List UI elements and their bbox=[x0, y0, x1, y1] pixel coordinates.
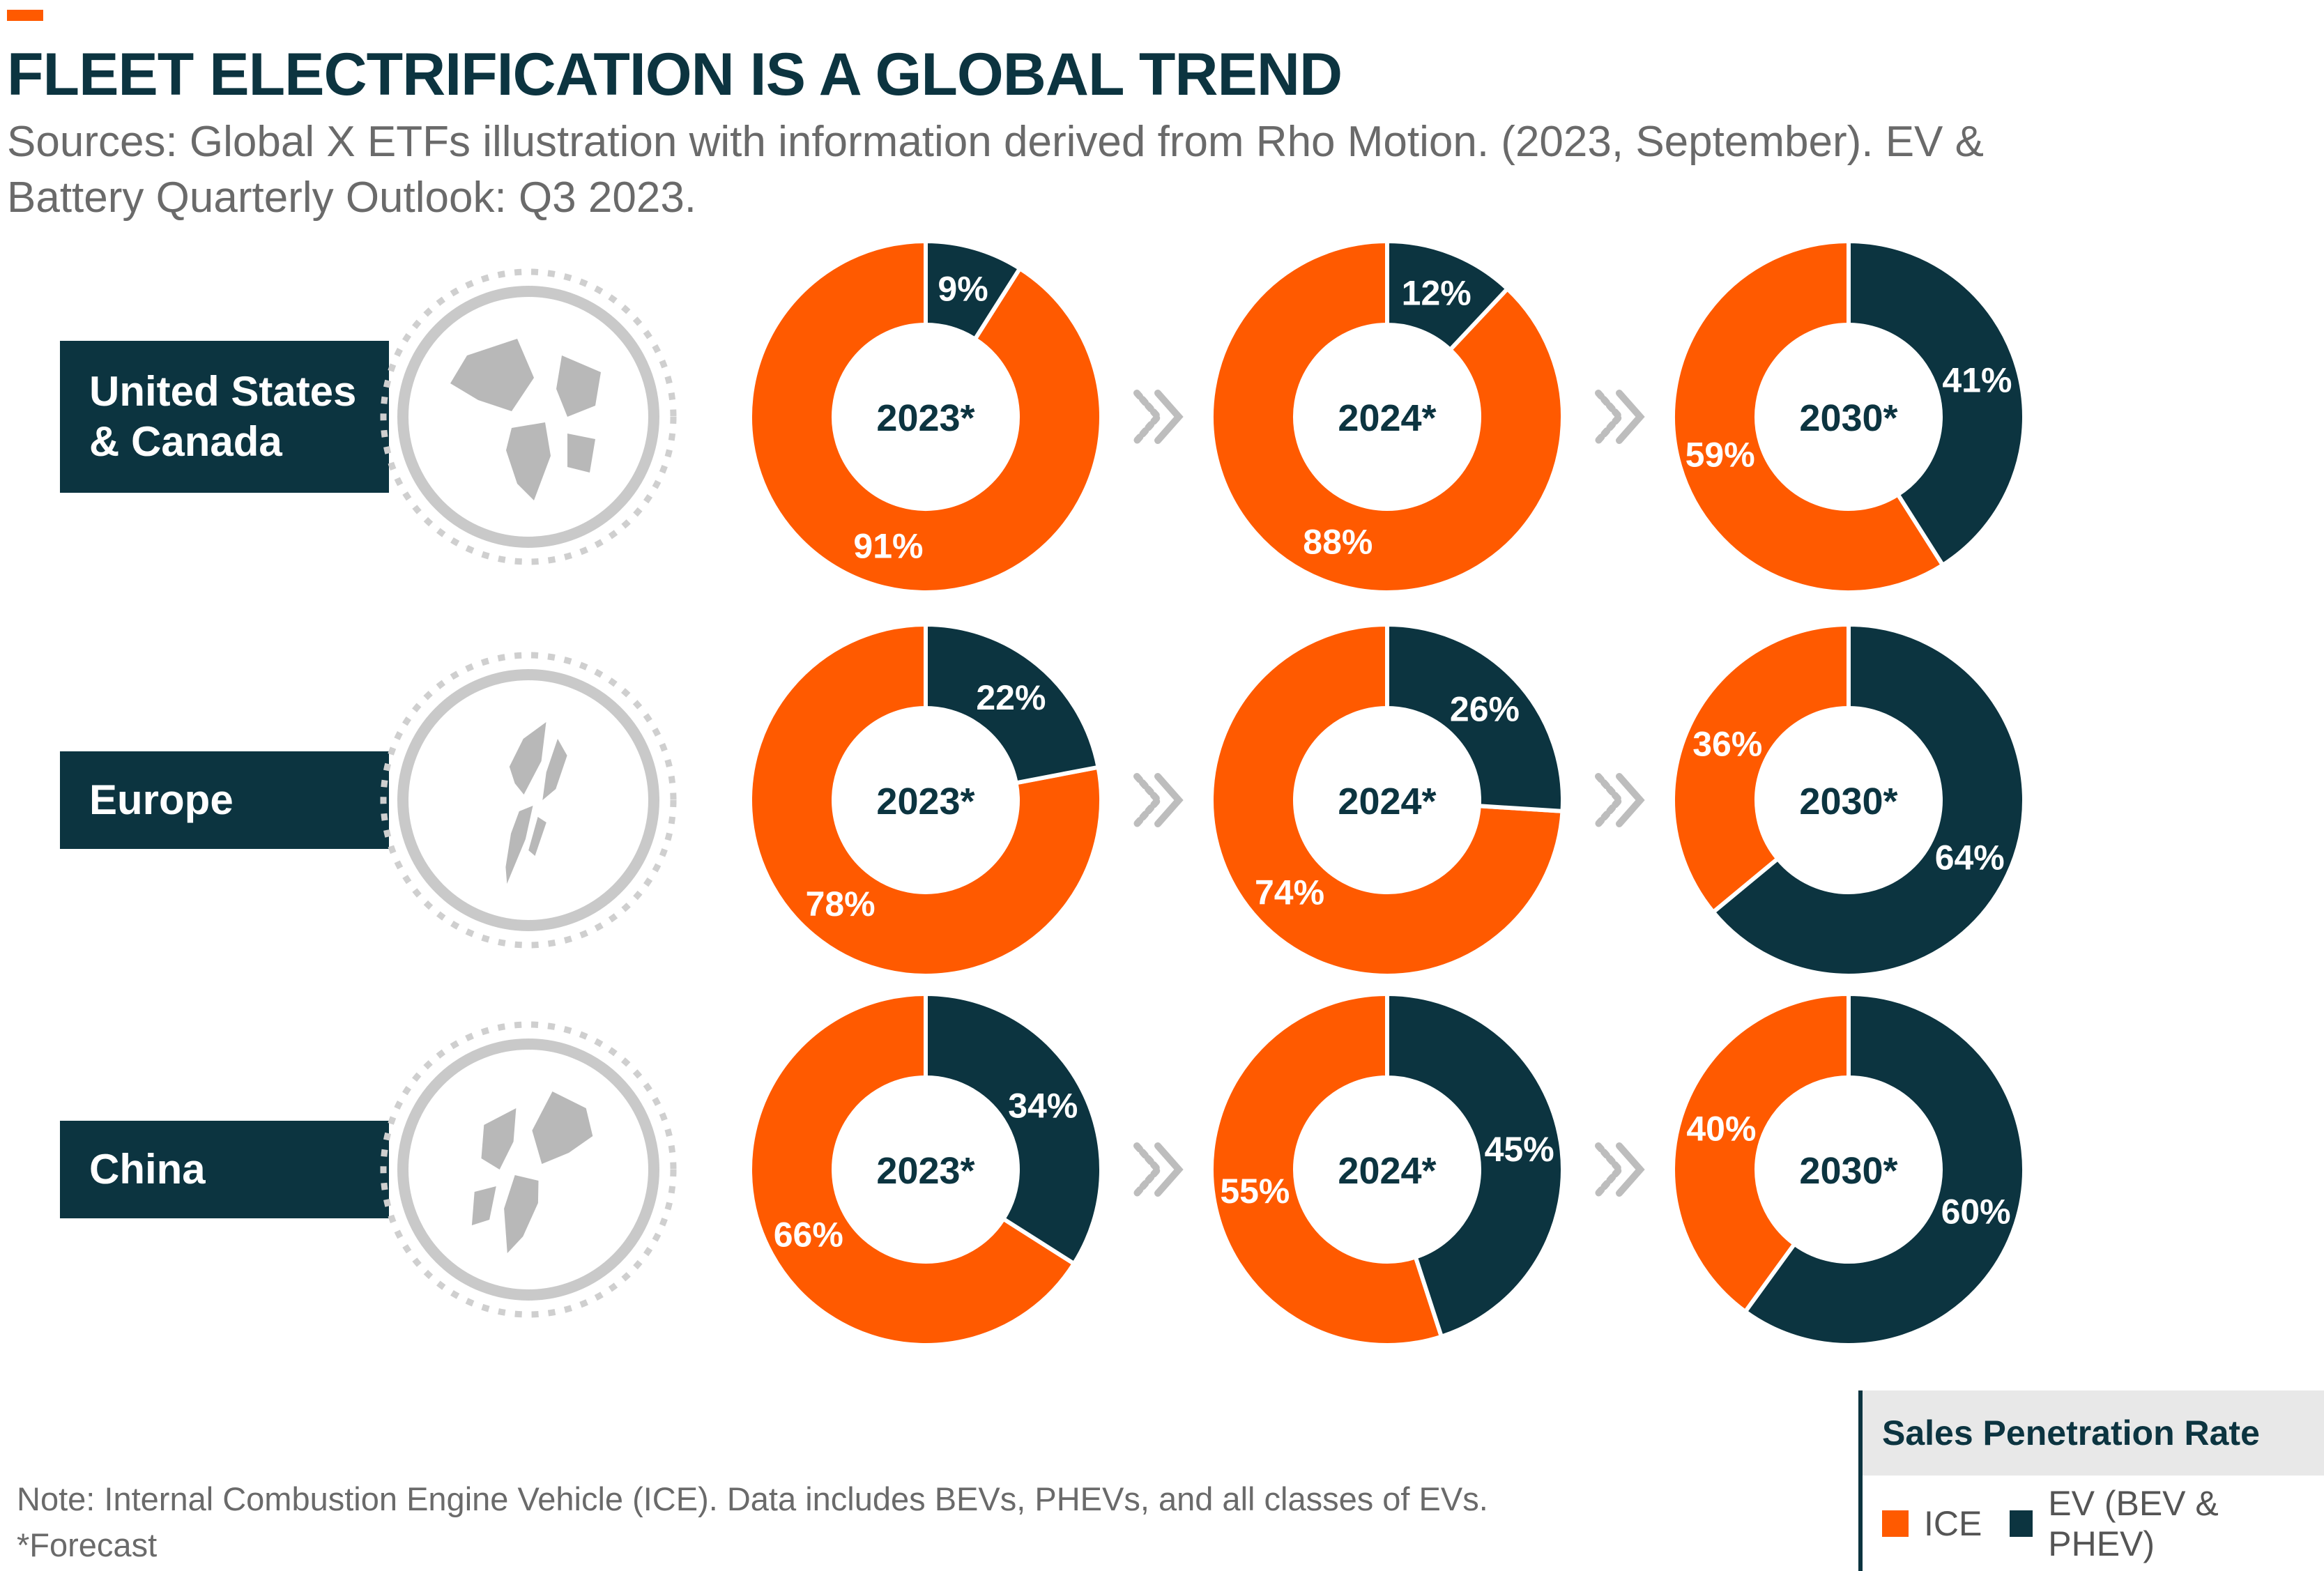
globe-dotted-ring-icon bbox=[380, 652, 677, 949]
donut-slice-ev-europe-2024 bbox=[1385, 622, 1565, 814]
donut-ev-label-china-2023: 34% bbox=[1008, 1087, 1078, 1126]
donut-slice-ice-china-2024 bbox=[1209, 991, 1444, 1347]
donut-slice-ice-china-2023 bbox=[748, 991, 1077, 1347]
globe-dotted-ring-icon bbox=[380, 1021, 677, 1318]
donut-ice-label-china-2030: 40% bbox=[1686, 1110, 1756, 1149]
globe-continents-icon bbox=[450, 339, 601, 500]
donut-slice-ev-europe-2030 bbox=[1710, 622, 2026, 978]
legend-swatch-ice bbox=[1882, 1510, 1909, 1537]
donut-ev-label-europe-2030: 64% bbox=[1935, 838, 2005, 878]
footnote-line-2: *Forecast bbox=[17, 1526, 158, 1563]
donut-slice-ev-china-2030 bbox=[1742, 991, 2027, 1347]
donut-ev-label-united-states-canada-2030: 41% bbox=[1942, 360, 2012, 399]
donut-ev-label-china-2024: 45% bbox=[1485, 1130, 1554, 1169]
globe-dotted-ring-icon bbox=[380, 268, 677, 565]
donut-year-label-china-2024: 2024* bbox=[1338, 1150, 1436, 1192]
chart-subtitle: Sources: Global X ETFs illustration with… bbox=[7, 118, 1984, 222]
donut-ice-label-china-2023: 66% bbox=[774, 1215, 843, 1254]
donut-ice-label-united-states-canada-2024: 88% bbox=[1303, 523, 1373, 562]
donut-year-label-united-states-canada-2030: 2030* bbox=[1799, 397, 1897, 439]
donut-ev-label-united-states-canada-2024: 12% bbox=[1402, 273, 1471, 312]
globe-outline-icon bbox=[397, 286, 659, 548]
donut-year-label-united-states-canada-2023: 2023* bbox=[876, 397, 974, 439]
region-label-china-line-1: China bbox=[89, 1146, 206, 1193]
globe-continents-icon bbox=[505, 722, 567, 884]
legend-item-ice: ICE bbox=[1882, 1503, 1982, 1544]
region-box-united-states-canada bbox=[60, 341, 389, 493]
region-label-united-states-canada-line-1: United States bbox=[89, 368, 356, 415]
donut-slice-ice-china-2030 bbox=[1671, 991, 1851, 1315]
donut-slice-ev-europe-2023 bbox=[924, 622, 1101, 786]
chart-title: FLEET ELECTRIFICATION IS A GLOBAL TREND bbox=[7, 41, 1343, 108]
accent-bar bbox=[7, 10, 43, 21]
footnote: Note: Internal Combustion Engine Vehicle… bbox=[17, 1476, 1488, 1568]
donut-slice-ice-united-states-canada-2024 bbox=[1209, 238, 1565, 595]
donut-year-label-china-2023: 2023* bbox=[876, 1150, 974, 1192]
legend-swatch-ev bbox=[2010, 1510, 2033, 1537]
globe-outline-icon bbox=[397, 669, 659, 931]
chevron-right-icon bbox=[1133, 1142, 1184, 1197]
region-box-europe bbox=[60, 751, 389, 849]
legend-label-ev: EV (BEV & PHEV) bbox=[2048, 1483, 2219, 1563]
donut-ev-label-china-2030: 60% bbox=[1941, 1192, 2011, 1231]
chevron-right-icon bbox=[1133, 773, 1184, 827]
donut-slice-ev-united-states-canada-2023 bbox=[924, 238, 1023, 342]
footnote-line-1: Note: Internal Combustion Engine Vehicle… bbox=[17, 1480, 1488, 1517]
region-label-europe-line-1: Europe bbox=[89, 776, 234, 823]
globe-outline-icon bbox=[397, 1039, 659, 1301]
chevron-right-icon bbox=[1133, 390, 1184, 444]
donut-ev-label-united-states-canada-2023: 9% bbox=[938, 270, 988, 309]
donut-slice-ice-united-states-canada-2030 bbox=[1671, 238, 1946, 595]
donut-ice-label-china-2024: 55% bbox=[1220, 1172, 1290, 1211]
donut-ev-label-europe-2023: 22% bbox=[976, 678, 1046, 717]
donut-ev-label-europe-2024: 26% bbox=[1450, 690, 1520, 729]
legend: Sales Penetration Rate ICE EV (BEV & PHE… bbox=[1858, 1390, 2324, 1571]
chevron-right-icon bbox=[1595, 1142, 1645, 1197]
donut-ice-label-united-states-canada-2023: 91% bbox=[853, 526, 923, 565]
donut-year-label-europe-2024: 2024* bbox=[1338, 781, 1436, 822]
donut-year-label-europe-2030: 2030* bbox=[1799, 781, 1897, 822]
globe-continents-icon bbox=[471, 1091, 593, 1253]
legend-label-ice: ICE bbox=[1924, 1503, 1982, 1543]
donut-slice-ev-united-states-canada-2024 bbox=[1385, 238, 1511, 353]
region-label-united-states-canada-line-2: & Canada bbox=[89, 418, 282, 465]
legend-title: Sales Penetration Rate bbox=[1863, 1390, 2324, 1476]
donut-slice-ice-europe-2023 bbox=[748, 622, 1103, 978]
legend-item-ev: EV (BEV & PHEV) bbox=[2010, 1483, 2296, 1564]
donut-slice-ice-united-states-canada-2023 bbox=[748, 238, 1103, 595]
donut-ice-label-united-states-canada-2030: 59% bbox=[1685, 436, 1755, 475]
chevron-right-icon bbox=[1595, 390, 1645, 444]
donut-year-label-europe-2023: 2023* bbox=[876, 781, 974, 822]
donut-slice-ev-china-2023 bbox=[924, 991, 1103, 1267]
donut-ice-label-europe-2024: 74% bbox=[1255, 873, 1324, 912]
donut-ice-label-europe-2023: 78% bbox=[806, 884, 876, 924]
donut-year-label-united-states-canada-2024: 2024* bbox=[1338, 397, 1436, 439]
donut-slice-ice-europe-2024 bbox=[1209, 622, 1565, 978]
donut-year-label-china-2030: 2030* bbox=[1799, 1150, 1897, 1192]
region-box-china bbox=[60, 1121, 389, 1218]
donut-slice-ev-united-states-canada-2030 bbox=[1847, 238, 2026, 568]
donut-slice-ice-europe-2030 bbox=[1671, 622, 1851, 915]
donut-ice-label-europe-2030: 36% bbox=[1692, 724, 1762, 763]
chevron-right-icon bbox=[1595, 773, 1645, 827]
donut-slice-ev-china-2024 bbox=[1385, 991, 1566, 1340]
